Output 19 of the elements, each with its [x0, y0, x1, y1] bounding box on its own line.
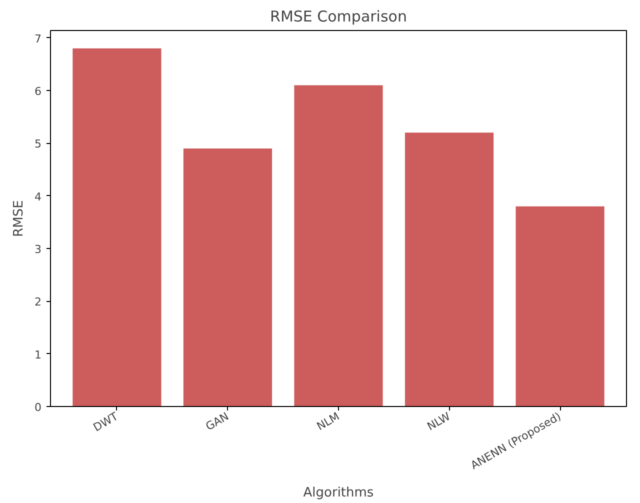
chart-title: RMSE Comparison	[270, 8, 407, 26]
y-tick-label: 3	[34, 243, 42, 256]
y-tick-label: 7	[34, 32, 42, 46]
y-tick-label: 6	[34, 85, 42, 98]
y-axis-title: RMSE	[12, 200, 26, 237]
x-tick-label: NLW	[425, 410, 453, 434]
y-tick-label: 1	[34, 348, 42, 362]
bar	[72, 48, 162, 406]
bar	[516, 206, 604, 406]
x-tick-label: NLM	[314, 410, 342, 434]
y-tick-label: 5	[34, 138, 42, 151]
y-tick-label: 0	[34, 401, 42, 414]
bar	[183, 148, 272, 406]
y-tick-label: 4	[34, 190, 42, 204]
y-tick-label: 2	[34, 296, 42, 309]
x-axis-title: Algorithms	[303, 486, 374, 501]
x-tick-label: GAN	[203, 410, 231, 434]
bar	[404, 132, 494, 406]
bar	[294, 85, 383, 406]
